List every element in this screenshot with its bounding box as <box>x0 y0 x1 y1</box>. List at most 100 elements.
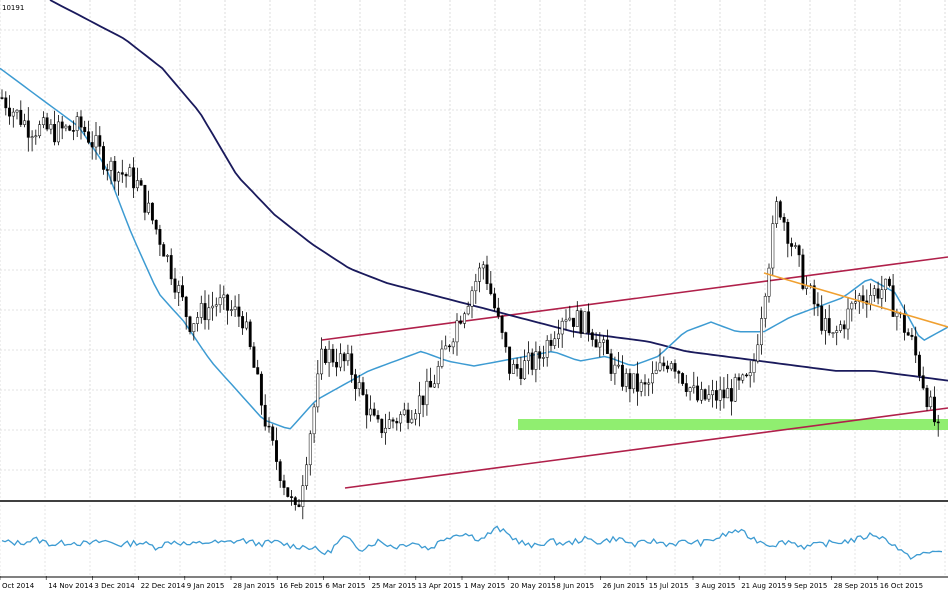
candle <box>275 427 278 470</box>
candle-body <box>869 295 873 305</box>
candle-body <box>534 351 538 370</box>
candle-body <box>188 316 192 332</box>
candle <box>726 374 730 399</box>
candle-body <box>331 348 335 363</box>
candle <box>696 376 700 403</box>
candle <box>147 190 151 215</box>
candle <box>756 334 760 364</box>
candle <box>241 311 245 335</box>
candle-body <box>263 404 267 427</box>
candle <box>748 360 752 388</box>
candle-body <box>696 385 700 401</box>
candle <box>651 361 654 394</box>
descending-trendline-line <box>763 272 948 328</box>
candle <box>745 373 748 378</box>
candle-body <box>45 117 49 130</box>
candle-body <box>737 377 741 381</box>
candle <box>11 108 15 128</box>
candle <box>884 278 888 302</box>
candle <box>741 373 745 384</box>
candle-body <box>410 418 414 423</box>
candle-body <box>707 394 711 400</box>
candle-body <box>681 373 685 384</box>
candle-body <box>523 360 527 380</box>
candle <box>447 344 451 352</box>
candle-body <box>8 107 11 117</box>
candle <box>282 474 286 496</box>
x-tick-label: 25 Mar 2015 <box>372 582 416 590</box>
candle <box>143 184 147 221</box>
candle <box>384 413 387 445</box>
candle-body <box>455 320 459 343</box>
candle <box>196 312 199 332</box>
candle <box>410 410 414 424</box>
candle <box>823 309 827 345</box>
candle <box>914 326 918 363</box>
candle-body <box>4 97 8 109</box>
candle-body <box>560 320 564 335</box>
candle-body <box>143 184 147 213</box>
x-tick-label: 22 Dec 2014 <box>141 582 186 590</box>
candle <box>444 335 448 350</box>
candle-body <box>391 419 395 422</box>
candle-body <box>463 313 466 324</box>
candle <box>857 292 861 314</box>
candle <box>628 368 632 403</box>
candle <box>605 329 609 354</box>
candle-body <box>421 395 425 406</box>
candle-body <box>338 353 342 368</box>
candle <box>417 381 421 427</box>
candle <box>109 157 113 185</box>
candle <box>681 372 685 386</box>
candle <box>237 294 241 327</box>
candle-body <box>688 387 692 392</box>
candle <box>493 287 497 312</box>
candle <box>316 360 320 413</box>
candle-body <box>647 382 651 385</box>
candle <box>357 374 361 397</box>
candle <box>177 280 181 306</box>
candle <box>331 344 335 367</box>
candle <box>53 110 57 146</box>
candle <box>666 360 669 373</box>
candle <box>583 311 587 334</box>
candle <box>508 346 512 381</box>
candle-body <box>778 201 782 218</box>
candle <box>49 119 53 135</box>
candle-body <box>880 289 884 299</box>
candle <box>98 126 102 155</box>
candle-body <box>508 346 512 374</box>
candle <box>688 386 692 401</box>
candle-body <box>658 362 662 371</box>
candle <box>775 196 779 228</box>
candle <box>429 367 433 388</box>
x-tick-label: 28 Jan 2015 <box>233 582 275 590</box>
candle-body <box>760 318 763 346</box>
candle <box>613 356 617 385</box>
candle <box>767 263 771 303</box>
candle <box>184 295 188 330</box>
candle-body <box>489 283 493 295</box>
candle-body <box>666 365 669 370</box>
candle-body <box>384 427 387 434</box>
candle-body <box>485 264 489 284</box>
candle-body <box>673 363 677 372</box>
candle <box>0 89 4 100</box>
candle <box>102 141 105 175</box>
candle-body <box>402 409 406 415</box>
candle-body <box>34 135 38 138</box>
candle <box>624 368 628 393</box>
candle <box>699 381 703 404</box>
candle <box>327 340 331 377</box>
candle-body <box>162 244 166 257</box>
candle-body <box>910 334 914 337</box>
candle-body <box>11 111 15 117</box>
candle-body <box>553 338 557 346</box>
candle <box>301 475 305 520</box>
candle-body <box>19 109 23 125</box>
candle <box>733 373 737 402</box>
candle <box>455 313 459 356</box>
candle <box>94 122 98 160</box>
oscillator-grid <box>0 505 946 575</box>
candle-body <box>173 278 177 293</box>
